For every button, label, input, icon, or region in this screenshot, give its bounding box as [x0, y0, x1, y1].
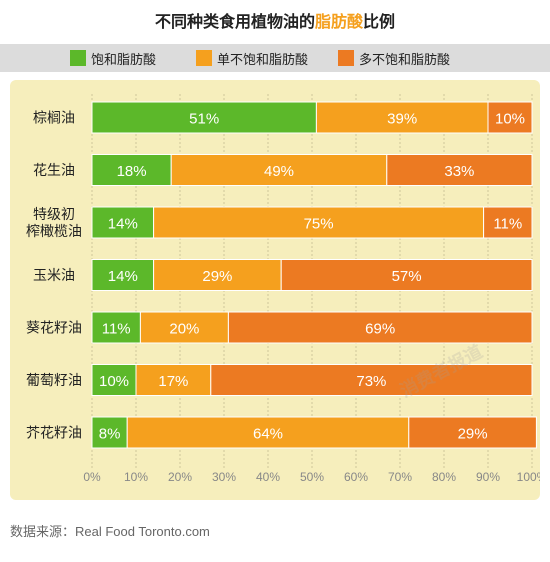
data-label: 14%: [108, 268, 138, 285]
bar-segment: [315, 101, 489, 134]
x-tick-label: 10%: [124, 470, 148, 484]
bar-segment: [386, 154, 533, 186]
bar-segment: [408, 416, 537, 449]
bar-segment: [483, 206, 533, 239]
legend-swatch-poly: [338, 50, 354, 66]
legend-swatch-mono: [196, 50, 212, 66]
category-label: 玉米油: [33, 268, 75, 284]
bar-segment: [139, 311, 229, 344]
x-tick-label: 90%: [476, 470, 500, 484]
legend-item-poly: 多不饱和脂肪酸: [338, 50, 451, 68]
bar-segment: [280, 259, 533, 291]
legend-label-poly: 多不饱和脂肪酸: [359, 52, 451, 68]
category-label: 花生油: [33, 163, 75, 179]
title-suffix: 比例: [363, 12, 396, 31]
legend-item-mono: 单不饱和脂肪酸: [196, 50, 309, 68]
data-label: 73%: [356, 373, 386, 390]
chart-title: 不同种类食用植物油的脂肪酸比例: [0, 8, 550, 32]
data-label: 39%: [387, 111, 417, 128]
data-label: 51%: [189, 111, 219, 128]
data-label: 33%: [444, 163, 474, 180]
x-tick-label: 50%: [300, 470, 324, 484]
data-label: 18%: [117, 163, 147, 180]
stacked-bar-chart: 0% 10% 20% 30% 40% 50% 60% 70% 80% 90% 100% 棕榈油 51% 3…: [26, 94, 540, 484]
x-tick-label: 80%: [432, 470, 456, 484]
legend: 饱和脂肪酸 单不饱和脂肪酸 多不饱和脂肪酸: [0, 44, 550, 72]
bar-segment: [227, 311, 533, 344]
bar-segment: [153, 206, 485, 239]
category-label: 葡萄籽油: [26, 373, 82, 389]
bar-segment: [91, 311, 141, 344]
category-label: 榨橄榄油: [26, 223, 82, 240]
category-label: 芥花籽油: [26, 426, 82, 442]
legend-swatch-saturated: [70, 50, 86, 66]
x-tick-label: 30%: [212, 470, 236, 484]
data-label: 8%: [99, 426, 121, 443]
bar-segment: [135, 364, 212, 396]
category-label: 棕榈油: [33, 111, 75, 127]
title-highlight: 脂肪酸: [314, 12, 363, 31]
data-label: 11%: [102, 321, 131, 338]
data-label: 11%: [493, 216, 522, 233]
data-label: 10%: [99, 373, 129, 390]
data-label: 29%: [458, 426, 488, 443]
data-label: 75%: [304, 216, 334, 233]
data-label: 14%: [108, 216, 138, 233]
bar-segment: [153, 259, 282, 291]
bar-segment: [126, 416, 410, 449]
data-label: 69%: [365, 321, 395, 338]
bar-segment: [91, 416, 128, 449]
legend-item-saturated: 饱和脂肪酸: [70, 50, 157, 68]
legend-label-mono: 单不饱和脂肪酸: [217, 52, 309, 68]
x-tick-label: 70%: [388, 470, 412, 484]
data-label: 49%: [264, 163, 294, 180]
bar-segment: [91, 154, 172, 186]
data-label: 20%: [169, 321, 199, 338]
x-tick-label: 40%: [256, 470, 280, 484]
data-label: 29%: [202, 268, 232, 285]
bar-segment: [91, 364, 137, 396]
category-label: 葵花籽油: [26, 321, 82, 337]
x-tick-label: 60%: [344, 470, 368, 484]
data-label: 10%: [495, 111, 525, 128]
source-note: 数据来源：Real Food Toronto.com: [10, 524, 210, 539]
x-tick-label: 20%: [168, 470, 192, 484]
plot-panel: 0% 10% 20% 30% 40% 50% 60% 70% 80% 90% 100% 棕榈油 51% 3…: [10, 80, 540, 500]
legend-label-saturated: 饱和脂肪酸: [91, 52, 157, 68]
x-tick-label: 100%: [517, 470, 540, 484]
data-label: 17%: [158, 373, 188, 390]
data-label: 57%: [392, 268, 422, 285]
bar-segment: [210, 364, 533, 396]
category-label: 特级初: [33, 206, 75, 223]
title-prefix: 不同种类食用植物油的: [154, 12, 315, 31]
x-tick-label: 0%: [83, 470, 101, 484]
bar-segment: [91, 206, 155, 239]
bar-segment: [487, 101, 533, 134]
data-label: 64%: [253, 426, 283, 443]
